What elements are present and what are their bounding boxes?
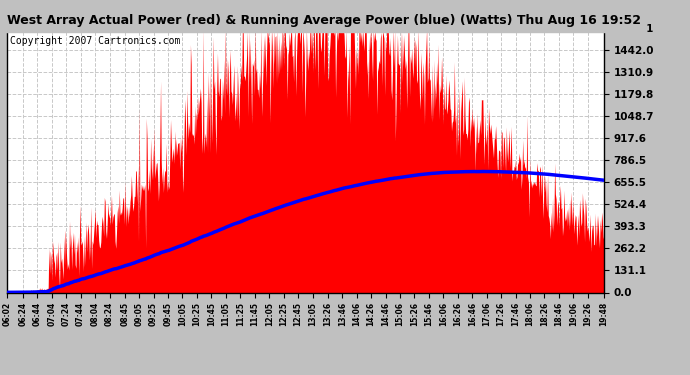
- Text: West Array Actual Power (red) & Running Average Power (blue) (Watts) Thu Aug 16 : West Array Actual Power (red) & Running …: [7, 14, 641, 27]
- Text: Copyright 2007 Cartronics.com: Copyright 2007 Cartronics.com: [10, 36, 180, 46]
